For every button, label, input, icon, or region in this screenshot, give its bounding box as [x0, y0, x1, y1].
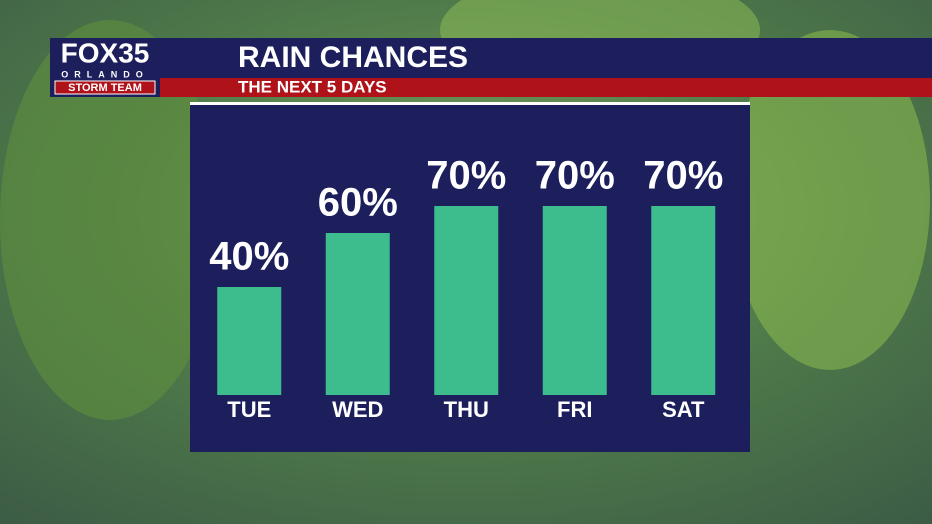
value-label: 60%: [318, 181, 398, 225]
bar: [217, 287, 282, 395]
x-tick-label: WED: [332, 397, 383, 422]
leaf: [0, 20, 220, 420]
logo-city: ORLANDO: [61, 69, 149, 79]
value-label: 70%: [426, 154, 506, 198]
logo-team: STORM TEAM: [68, 82, 142, 94]
subheader-bar: [160, 78, 932, 97]
chart-subtitle: THE NEXT 5 DAYS: [238, 77, 387, 96]
bar: [542, 206, 607, 395]
bar: [325, 233, 390, 395]
logo-brand: FOX35: [61, 37, 150, 68]
bar: [434, 206, 499, 395]
x-tick-label: FRI: [557, 397, 592, 422]
x-tick-label: THU: [444, 397, 489, 422]
bar: [651, 206, 716, 395]
leaf: [730, 30, 930, 370]
chart-title: RAIN CHANCES: [238, 41, 468, 74]
header-bar: [160, 38, 932, 78]
value-label: 70%: [643, 154, 723, 198]
x-tick-label: SAT: [662, 397, 705, 422]
value-label: 70%: [535, 154, 615, 198]
logo-team-box: [54, 80, 156, 95]
x-tick-label: TUE: [227, 397, 271, 422]
panel-top-line: [190, 102, 750, 105]
value-label: 40%: [209, 235, 289, 279]
